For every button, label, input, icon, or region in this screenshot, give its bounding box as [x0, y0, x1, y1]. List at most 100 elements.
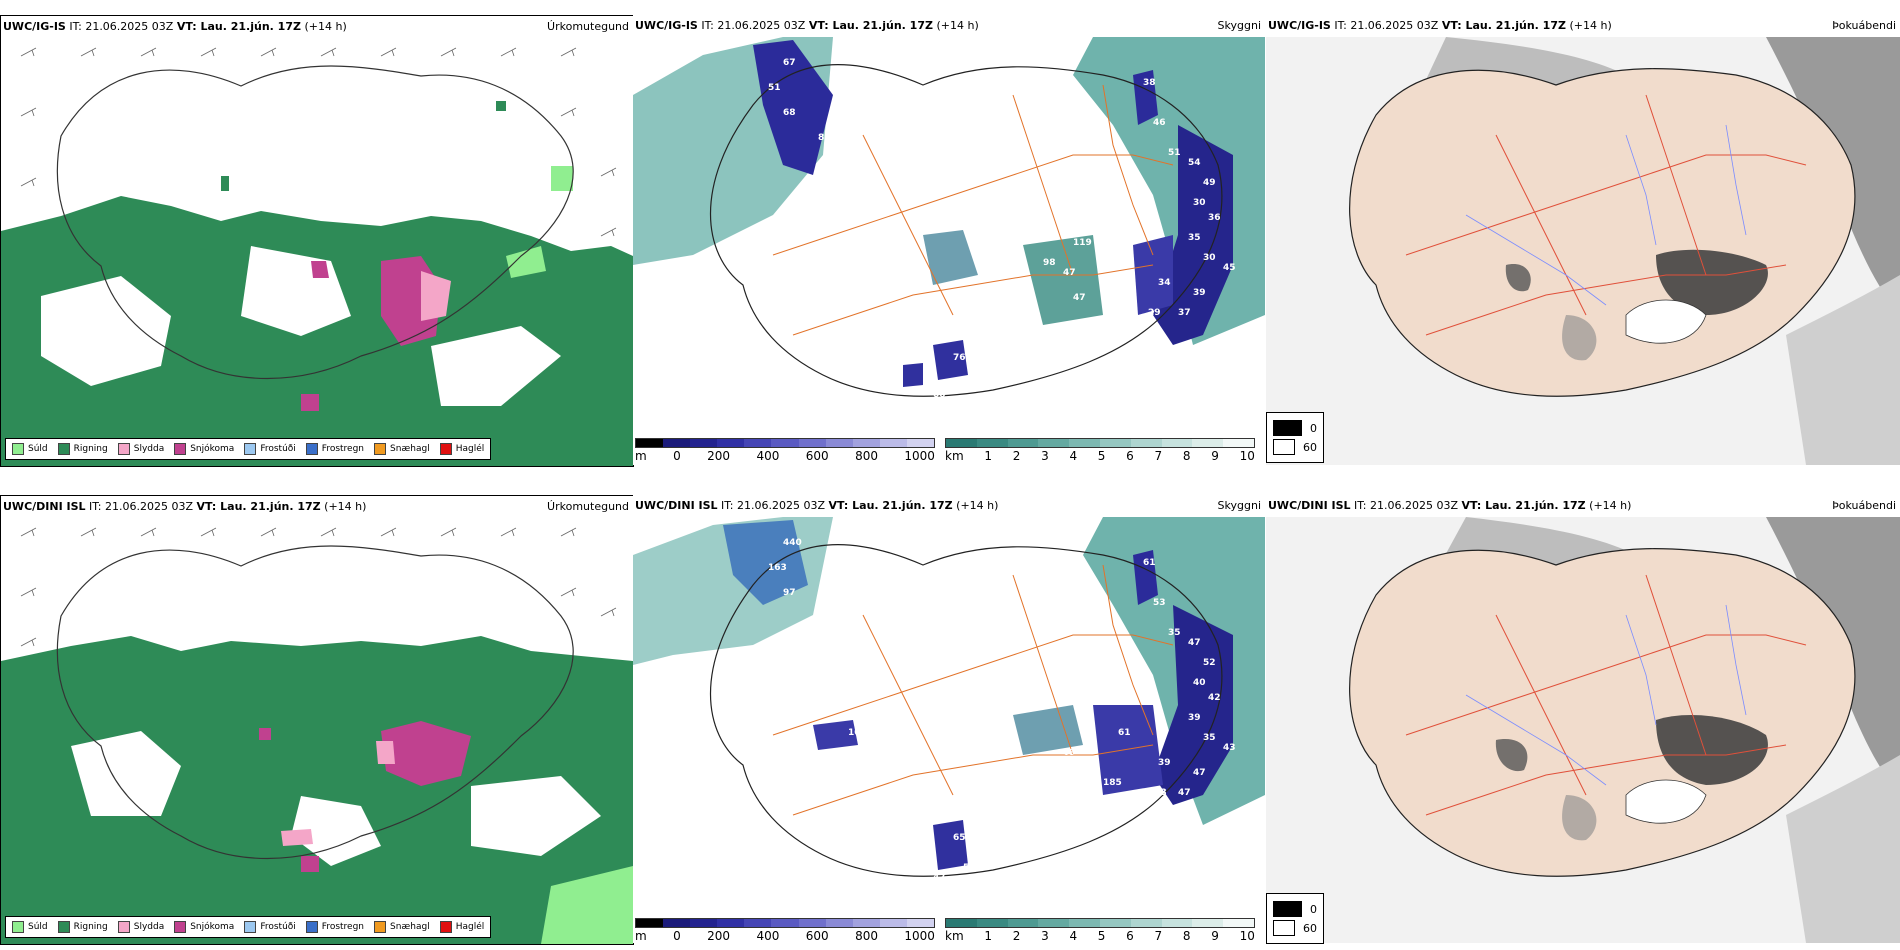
cloudbase-color-swatch	[663, 439, 691, 447]
cloudbase-colorbar-row1-bar	[635, 438, 935, 448]
cloudbase-color-swatch	[825, 919, 853, 927]
legend-item-frostregn: Frostregn	[305, 443, 364, 455]
cloud-base-label: 191	[1113, 238, 1132, 248]
fog-legend-black-row2: 0	[1310, 902, 1317, 916]
cloud-base-label: 47	[1073, 293, 1086, 303]
precip-legend-row1: Súld Rigning Slydda Snjókoma Frostúði Fr…	[5, 438, 492, 460]
fog-header-row1: UWC/IG-IS IT: 21.06.2025 03Z VT: Lau. 21…	[1268, 19, 1612, 32]
fog-panel-row1: UWC/IG-IS IT: 21.06.2025 03Z VT: Lau. 21…	[1266, 15, 1900, 465]
precip-panel-row1: UWC/IG-IS IT: 21.06.2025 03Z VT: Lau. 21…	[0, 15, 634, 467]
cloudbase-color-swatch	[636, 919, 664, 927]
visibility-tick-label: 1	[984, 929, 992, 943]
cloudbase-tick-label: 200	[707, 929, 731, 943]
legend-item-haglel: Haglél	[439, 443, 484, 455]
cloud-base-label: 35	[1203, 733, 1216, 743]
cloud-base-label: 69	[1103, 208, 1116, 218]
cloudbase-color-swatch	[690, 919, 718, 927]
legend-item-snjokoma: Snjókoma	[174, 443, 234, 455]
cloud-base-label: 54	[963, 383, 976, 393]
cloud-base-label: 35	[1168, 628, 1181, 638]
cloud-base-label: 52	[1203, 658, 1216, 668]
visibility-colorbar-row2-bar	[945, 918, 1255, 928]
cloud-base-label: 47	[1178, 788, 1191, 798]
visibility-color-swatch	[1192, 919, 1224, 927]
cloud-base-label: 68	[783, 108, 796, 118]
cloud-base-label: 107	[848, 728, 867, 738]
cloud-base-label: 257	[1073, 773, 1092, 783]
visibility-color-swatch	[1099, 439, 1131, 447]
cloud-base-label: 47	[1188, 638, 1201, 648]
visibility-tick-label: 6	[1126, 449, 1134, 463]
cloud-header-row2: UWC/DINI ISL IT: 21.06.2025 03Z VT: Lau.…	[635, 499, 999, 512]
visibility-color-swatch	[1223, 439, 1254, 447]
cloud-base-label: 163	[768, 563, 787, 573]
cloud-base-label: 76	[953, 353, 966, 363]
legend-item-slydda: Slydda	[117, 443, 164, 455]
cloudbase-color-swatch	[717, 919, 745, 927]
visibility-color-swatch	[1130, 439, 1162, 447]
visibility-color-swatch	[946, 439, 977, 447]
cloudbase-color-swatch	[825, 439, 853, 447]
legend-item-snjokoma: Snjókoma	[174, 921, 234, 933]
visibility-tick-label: 4	[1069, 449, 1078, 463]
precip-header-row1: UWC/IG-IS IT: 21.06.2025 03Z VT: Lau. 21…	[3, 20, 347, 33]
precip-title-row2: Úrkomutegund	[547, 500, 629, 513]
cloud-base-label: 77	[888, 273, 901, 283]
cloudbase-tick-label: 400	[756, 449, 780, 463]
visibility-unit-row1: km	[945, 449, 964, 463]
cloud-base-label: 89	[818, 133, 831, 143]
visibility-color-swatch	[1007, 439, 1039, 447]
cloudbase-unit-row1: m	[635, 449, 647, 463]
precip-map-row1	[1, 16, 633, 466]
cloud-base-label: 185	[1103, 778, 1122, 788]
cloud-base-label: 440	[783, 538, 802, 548]
legend-item-sudd: Súld	[12, 921, 48, 933]
cloud-base-label: 46	[1153, 118, 1166, 128]
cloud-header-row1: UWC/IG-IS IT: 21.06.2025 03Z VT: Lau. 21…	[635, 19, 979, 32]
visibility-unit-row2: km	[945, 929, 964, 943]
visibility-tick-label: 1	[984, 449, 992, 463]
cloudbase-colorbar-row2-bar	[635, 918, 935, 928]
cloudbase-tick-label: 0	[673, 449, 681, 463]
cloud-base-label: 43	[1223, 743, 1236, 753]
visibility-tick-label: 7	[1154, 929, 1163, 943]
visibility-tick-label: 9	[1211, 449, 1219, 463]
visibility-tick-label: 2	[1012, 929, 1021, 943]
cloud-base-label: 67	[783, 58, 796, 68]
fog-legend-black-row1: 0	[1310, 421, 1317, 435]
visibility-tick-label: 9	[1211, 929, 1219, 943]
cloud-base-label: 37	[1178, 308, 1191, 318]
cloud-map-row2: 4401639726171751076165475061533547524042…	[633, 517, 1265, 915]
cloud-base-label: 35	[1188, 233, 1201, 243]
legend-item-frostregn: Frostregn	[305, 921, 364, 933]
visibility-tick-label: 6	[1126, 929, 1134, 943]
cloudbase-tick-label: 0	[673, 929, 681, 943]
cloudbase-color-swatch	[798, 919, 826, 927]
visibility-tick-label: 4	[1069, 929, 1078, 943]
cloud-base-label: 61	[1118, 728, 1131, 738]
cloud-panel-row1: 67 51 68 89 61 59 90 77 76 88 54 38 46 51 54 49 30 36 35 30…	[633, 15, 1265, 465]
cloudbase-tick-label: 1000	[904, 929, 935, 943]
precip-map-row2	[1, 496, 633, 944]
cloud-base-label: 98	[1043, 258, 1056, 268]
visibility-tick-label: 5	[1097, 449, 1106, 463]
visibility-colorbar-row1: km 1 2 3 4 5 6 7 8 9 10	[945, 438, 1255, 463]
cloud-base-label: 36	[1208, 213, 1221, 223]
fog-legend-white-row1: 60	[1303, 440, 1317, 454]
cloud-base-label: 53	[1153, 598, 1166, 608]
visibility-tick-label: 7	[1154, 449, 1163, 463]
cloud-map-row1: 6751688961599077768854384651544930363530…	[633, 37, 1265, 435]
legend-item-snaehagl: Snæhagl	[374, 921, 430, 933]
cloudbase-tick-label: 200	[707, 449, 731, 463]
fog-map-row2	[1266, 517, 1900, 943]
cloud-base-label: 47	[1063, 268, 1076, 278]
visibility-tick-label: 10	[1239, 449, 1255, 463]
cloudbase-colorbar-row1: m 0 200 400 600 800 1000	[635, 438, 935, 463]
cloudbase-tick-label: 800	[855, 929, 878, 943]
cloud-base-label: 61	[888, 753, 901, 763]
visibility-color-swatch	[1038, 439, 1070, 447]
cloud-base-label: 30	[1193, 198, 1206, 208]
legend-item-haglel: Haglél	[439, 921, 484, 933]
cloud-base-label: 51	[1168, 148, 1181, 158]
cloudbase-tick-label: 400	[756, 929, 780, 943]
